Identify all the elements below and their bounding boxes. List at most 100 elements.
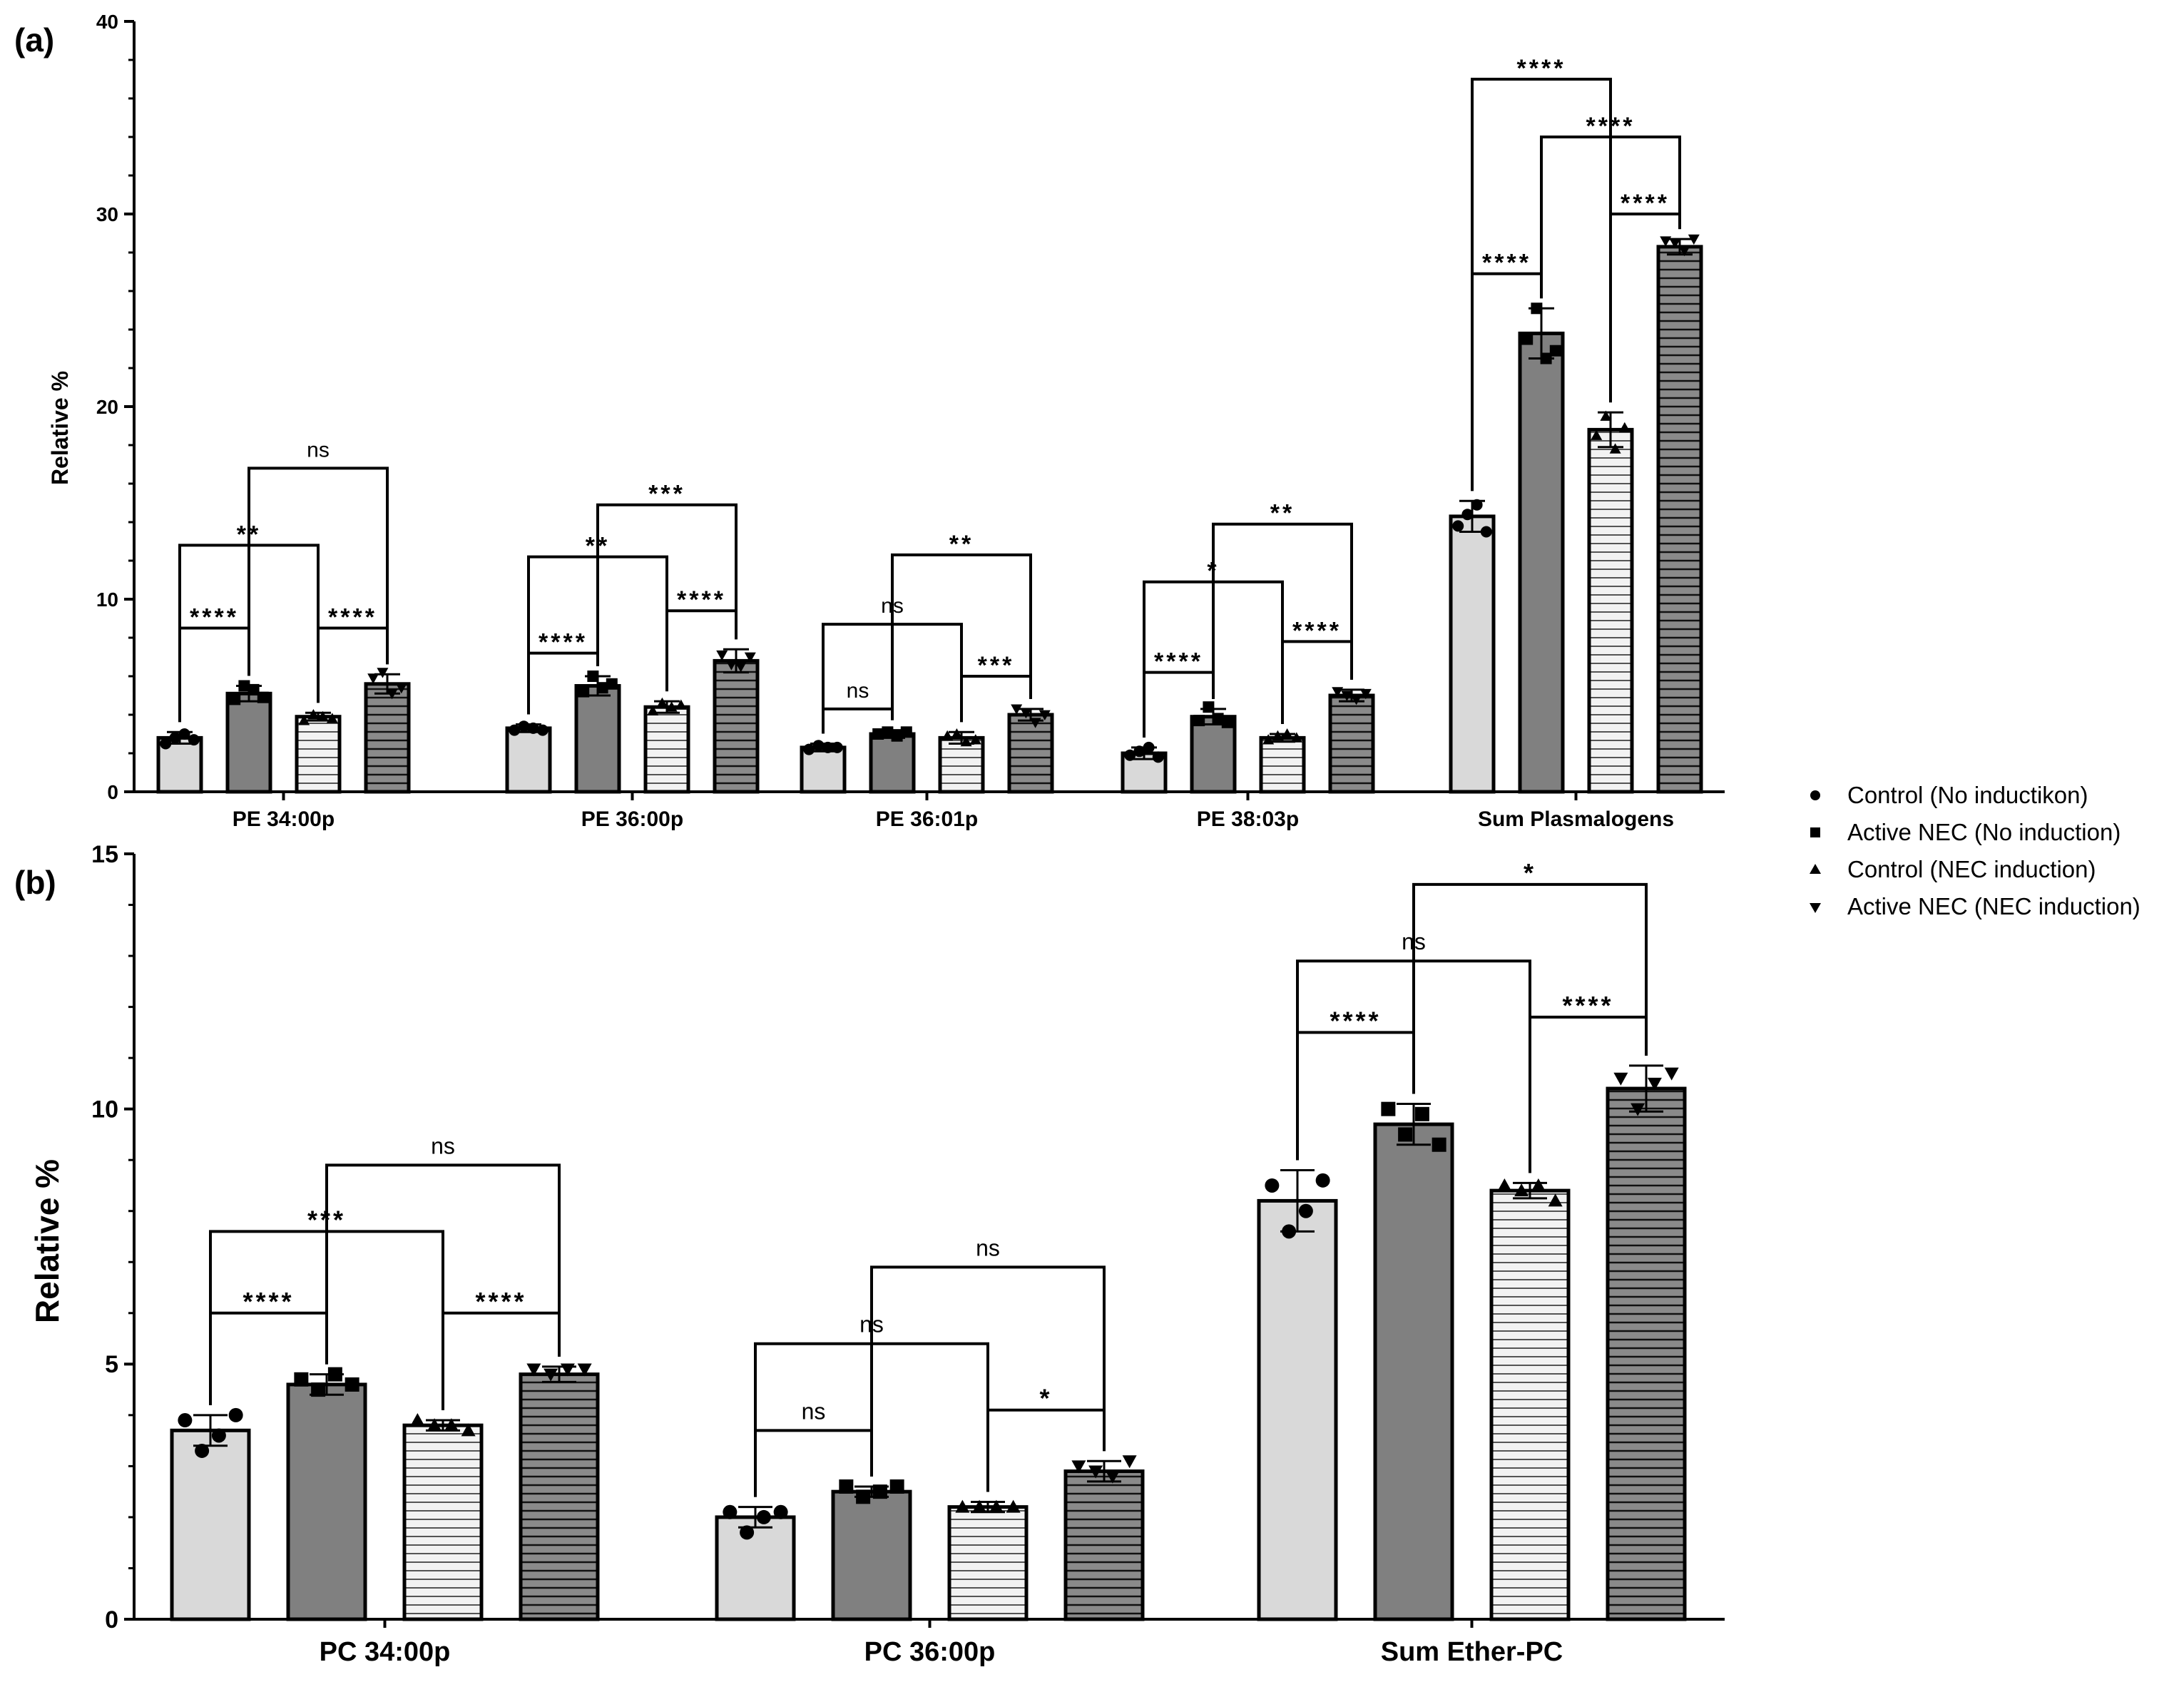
panel-a-label: (a) [14, 21, 54, 58]
data-point-triangle-up [1531, 1178, 1546, 1191]
data-point-square [856, 1489, 871, 1504]
significance-label: **** [243, 1287, 294, 1316]
data-point-square [327, 1367, 342, 1382]
y-tick-label: 15 [91, 841, 118, 868]
data-point-triangle-down [1647, 1077, 1662, 1091]
data-point-circle [740, 1525, 755, 1540]
significance-bracket [1471, 78, 1612, 491]
data-point-triangle-up [1548, 1193, 1563, 1207]
legend-item-control: Control (No inductikon) [1810, 782, 2088, 808]
significance-label: ns [307, 438, 330, 462]
significance-bracket [325, 1163, 561, 1365]
data-point-triangle-down [1350, 695, 1362, 705]
bar [519, 1372, 600, 1621]
significance-label: **** [475, 1287, 526, 1316]
y-tick-label: 10 [91, 1096, 118, 1123]
legend-triangle-down-marker [1810, 903, 1821, 913]
significance-label: *** [648, 481, 685, 508]
data-point-circle [1298, 1203, 1313, 1218]
bar [286, 1382, 367, 1621]
data-point-circle [527, 722, 539, 734]
legend-item-active-nec-nec: Active NEC (NEC induction) [1810, 893, 2140, 919]
data-point-triangle-down [1359, 688, 1372, 700]
significance-bracket [1412, 882, 1648, 1094]
significance-bracket [1212, 522, 1353, 699]
significance-label: **** [1621, 190, 1670, 217]
data-point-triangle-up [444, 1418, 459, 1432]
data-point-triangle-up [1600, 410, 1612, 421]
significance-label: **** [1517, 55, 1566, 82]
data-point-square [345, 1377, 359, 1392]
data-point-triangle-down [526, 1363, 541, 1377]
significance-label: **** [539, 629, 588, 656]
data-point-triangle-down [367, 673, 379, 684]
y-tick-label: 5 [105, 1351, 118, 1378]
data-point-circle [1452, 520, 1464, 532]
data-point-square [311, 1382, 326, 1397]
data-point-square [248, 683, 260, 695]
data-point-circle [1461, 509, 1474, 521]
data-point-triangle-down [560, 1363, 575, 1377]
data-point-triangle-down [1011, 704, 1023, 715]
data-point-triangle-down [716, 650, 728, 661]
data-point-triangle-down [386, 688, 398, 700]
data-point-circle [831, 741, 843, 753]
data-point-triangle-down [1678, 245, 1690, 257]
data-point-circle [1124, 749, 1136, 761]
bar [505, 726, 552, 794]
data-point-square [238, 680, 250, 692]
data-point-triangle-up [1609, 443, 1621, 454]
category-label: PE 36:01p [876, 807, 978, 831]
data-point-triangle-up [298, 715, 310, 725]
bar [1257, 1198, 1338, 1621]
bar [938, 735, 985, 794]
bar [225, 691, 272, 794]
data-point-circle [518, 720, 530, 733]
data-point-triangle-up [1290, 732, 1302, 743]
data-point-triangle-up [960, 735, 972, 747]
data-point-triangle-up [675, 699, 687, 710]
data-point-circle [1143, 741, 1155, 753]
data-point-square [882, 726, 894, 738]
data-point-triangle-up [656, 697, 668, 708]
significance-bracket [891, 553, 1032, 720]
significance-label: **** [677, 586, 726, 613]
data-point-circle [169, 732, 181, 744]
data-point-triangle-up [1262, 734, 1275, 745]
data-point-triangle-up [410, 1413, 425, 1427]
significance-label: **** [1330, 1006, 1381, 1035]
data-point-circle [1471, 499, 1483, 511]
data-point-circle [211, 1428, 226, 1443]
data-point-triangle-up [1514, 1183, 1529, 1197]
data-point-square [1432, 1137, 1446, 1152]
significance-label: ns [976, 1235, 1000, 1260]
bar [1007, 713, 1054, 794]
data-point-triangle-down [1631, 1103, 1645, 1116]
data-point-triangle-down [577, 1363, 592, 1377]
bar [800, 745, 847, 794]
data-point-square [1203, 701, 1215, 713]
y-tick-label: 30 [96, 203, 118, 225]
bar [1587, 427, 1634, 794]
data-point-triangle-up [1272, 730, 1284, 741]
panel-b-chart: (b) Relative % 0 5 10 15 PC 34:00p PC 36:00p S… [14, 841, 1725, 1667]
data-point-triangle-down [1664, 1067, 1679, 1081]
bar [1328, 693, 1375, 794]
data-point-circle [178, 1413, 193, 1428]
data-point-triangle-up [307, 709, 320, 720]
category-label: PE 34:00p [233, 807, 335, 831]
data-point-triangle-down [1020, 708, 1032, 719]
data-point-square [257, 691, 269, 703]
bar [1606, 1086, 1687, 1621]
data-point-circle [160, 738, 172, 750]
data-point-triangle-down [1660, 236, 1672, 247]
legend-label-active-nec-nec: Active NEC (NEC induction) [1847, 893, 2140, 919]
data-point-square [900, 726, 912, 738]
data-point-triangle-up [951, 728, 963, 739]
category-label: PE 36:00p [581, 807, 683, 831]
data-point-triangle-down [1332, 687, 1344, 698]
data-point-circle [803, 743, 815, 755]
data-point-triangle-up [317, 710, 329, 722]
data-point-square [889, 1479, 904, 1494]
